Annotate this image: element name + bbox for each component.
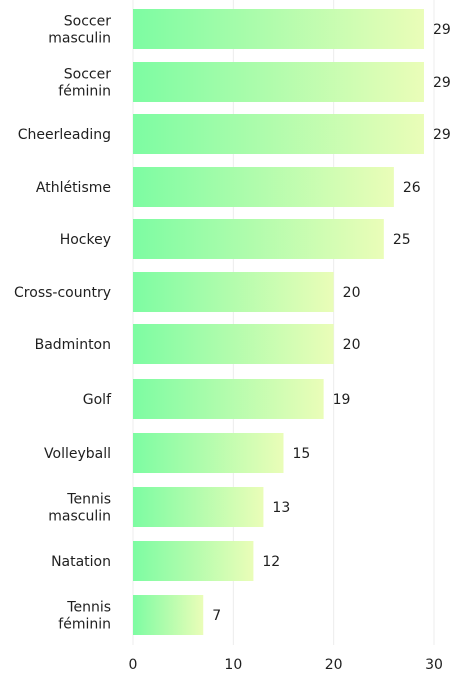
value-label-9: 13 bbox=[272, 500, 290, 516]
category-label-0: Soccer masculin bbox=[48, 14, 111, 47]
value-label-1: 29 bbox=[433, 75, 451, 91]
value-label-3: 26 bbox=[403, 180, 421, 196]
value-labels: 29 29 29 26 25 20 20 19 15 13 12 7 bbox=[212, 22, 451, 624]
category-labels: Soccer masculin Soccer féminin Cheerleading A… bbox=[14, 14, 112, 633]
bar-11 bbox=[133, 595, 204, 635]
value-label-8: 15 bbox=[293, 446, 311, 462]
bar-9 bbox=[133, 487, 264, 527]
bar-3 bbox=[133, 167, 394, 207]
bar-4 bbox=[133, 219, 384, 259]
value-label-7: 19 bbox=[333, 392, 351, 408]
category-label-9: Tennis masculin bbox=[48, 492, 111, 525]
x-tick-label-30: 30 bbox=[425, 657, 443, 673]
bar-0 bbox=[133, 9, 424, 49]
category-label-11: Tennis féminin bbox=[58, 600, 111, 633]
bar-6 bbox=[133, 324, 334, 364]
grid-lines bbox=[132, 0, 435, 645]
category-label-10: Natation bbox=[51, 554, 111, 570]
value-label-6: 20 bbox=[343, 337, 361, 353]
category-label-2: Cheerleading bbox=[18, 127, 111, 143]
bar-8 bbox=[133, 433, 284, 473]
bar-1 bbox=[133, 62, 424, 102]
value-label-0: 29 bbox=[433, 22, 451, 38]
value-label-2: 29 bbox=[433, 127, 451, 143]
category-label-4: Hockey bbox=[60, 232, 111, 248]
bar-10 bbox=[133, 541, 254, 581]
bar-2 bbox=[133, 114, 424, 154]
value-label-4: 25 bbox=[393, 232, 411, 248]
bar-7 bbox=[133, 379, 324, 419]
category-label-5: Cross-country bbox=[14, 285, 111, 301]
x-tick-label-20: 20 bbox=[325, 657, 343, 673]
category-label-8: Volleyball bbox=[44, 446, 111, 462]
x-tick-label-0: 0 bbox=[129, 657, 138, 673]
bars bbox=[133, 9, 424, 635]
category-label-1: Soccer féminin bbox=[58, 67, 111, 100]
x-tick-label-10: 10 bbox=[224, 657, 242, 673]
bar-5 bbox=[133, 272, 334, 312]
category-label-3: Athlétisme bbox=[36, 180, 111, 196]
value-label-11: 7 bbox=[212, 608, 221, 624]
category-label-6: Badminton bbox=[35, 337, 111, 353]
value-label-10: 12 bbox=[262, 554, 280, 570]
category-label-7: Golf bbox=[83, 392, 112, 408]
x-axis-ticks: 0 10 20 30 bbox=[129, 657, 443, 673]
value-label-5: 20 bbox=[343, 285, 361, 301]
